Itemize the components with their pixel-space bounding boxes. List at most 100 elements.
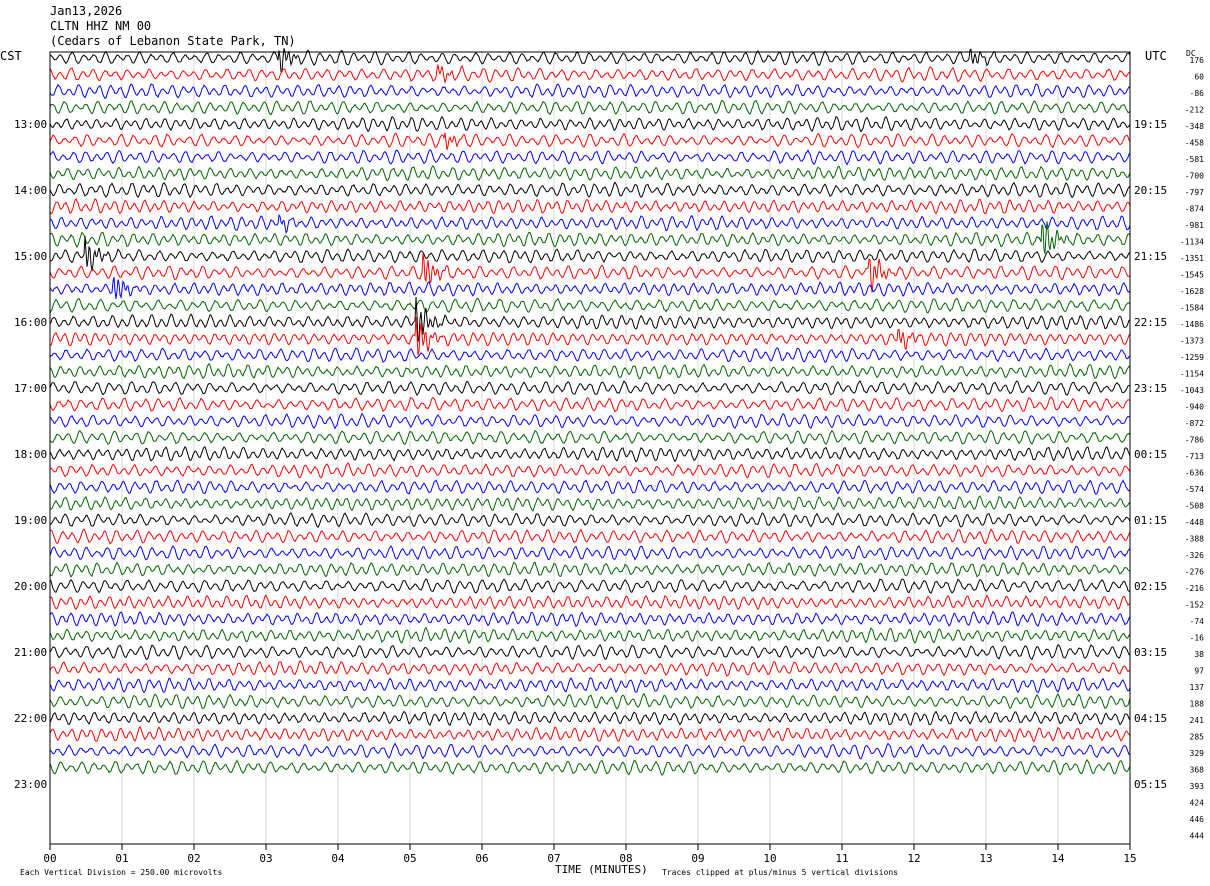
x-tick-label: 02: [187, 852, 200, 865]
dc-offset-label: 60: [1194, 73, 1204, 82]
seismic-trace-7: [49, 164, 1131, 182]
dc-offset-label: -581: [1185, 155, 1204, 164]
right-hour-label: 22:15: [1134, 316, 1167, 329]
seismic-trace-18: [49, 347, 1131, 363]
x-tick-label: 15: [1123, 852, 1136, 865]
dc-offset-label: 444: [1190, 832, 1205, 841]
x-tick-label: 06: [475, 852, 488, 865]
date-title: Jan13,2026: [50, 4, 122, 18]
left-hour-label: 15:00: [14, 250, 47, 263]
seismic-trace-19: [49, 362, 1131, 380]
x-tick-label: 00: [43, 852, 56, 865]
location-title: (Cedars of Lebanon State Park, TN): [50, 34, 296, 48]
left-hour-label: 18:00: [14, 448, 47, 461]
dc-offset-label: 393: [1190, 782, 1205, 791]
seismic-trace-39: [49, 692, 1131, 710]
dc-offset-label: 285: [1190, 733, 1205, 742]
seismic-trace-42: [49, 742, 1131, 760]
seismic-trace-36: [49, 644, 1131, 661]
seismic-trace-29: [49, 528, 1131, 545]
left-timezone-label: CST: [0, 49, 22, 63]
seismic-trace-3: [49, 99, 1131, 116]
station-title: CLTN HHZ NM 00: [50, 19, 151, 33]
dc-offset-label: -1154: [1180, 370, 1204, 379]
seismic-trace-34: [49, 610, 1131, 628]
dc-offset-label: -1373: [1180, 337, 1204, 346]
dc-offset-label: -981: [1185, 221, 1204, 230]
seismic-trace-6: [49, 149, 1131, 166]
right-hour-label: 04:15: [1134, 712, 1167, 725]
dc-offset-label: -874: [1185, 205, 1204, 214]
dc-offset-label: -348: [1185, 122, 1204, 131]
dc-offset-label: 137: [1190, 683, 1205, 692]
dc-offset-label: -636: [1185, 469, 1204, 478]
left-hour-label: 17:00: [14, 382, 47, 395]
left-hour-label: 16:00: [14, 316, 47, 329]
dc-offset-label: -1486: [1180, 320, 1204, 329]
dc-offset-heading: DC: [1186, 49, 1196, 58]
seismic-trace-43: [49, 759, 1131, 777]
seismic-trace-20: [49, 379, 1131, 397]
seismic-traces: [49, 48, 1131, 777]
dc-offset-label: -458: [1185, 139, 1204, 148]
seismic-trace-0: [49, 48, 1131, 73]
dc-offset-label: -700: [1185, 172, 1204, 181]
plot-frame: [49, 51, 1131, 845]
x-axis-title: TIME (MINUTES): [555, 863, 648, 876]
left-hour-label: 22:00: [14, 712, 47, 725]
x-tick-label: 08: [619, 852, 632, 865]
dc-offset-label: 38: [1194, 650, 1204, 659]
seismic-trace-38: [49, 677, 1131, 694]
seismic-trace-37: [49, 660, 1131, 677]
dc-offset-label: -1043: [1180, 386, 1204, 395]
x-axis-ticks: 00 01 02 03 04 05 06 07 08 09 10 11 12 13 14 15: [43, 844, 1137, 865]
dc-offset-label: -1351: [1180, 254, 1204, 263]
seismic-trace-4: [49, 115, 1131, 133]
right-timezone-label: UTC: [1145, 49, 1167, 63]
seismic-trace-41: [49, 725, 1131, 743]
seismic-trace-12: [49, 236, 1131, 272]
minute-gridlines: [121, 52, 1059, 844]
dc-offset-label: -797: [1185, 188, 1204, 197]
left-hour-labels: 13:00 14:00 15:00 16:00 17:00 18:00 19:00 20:00…: [14, 118, 47, 791]
dc-offset-label: 446: [1190, 815, 1205, 824]
x-tick-label: 14: [1051, 852, 1065, 865]
seismic-trace-8: [49, 181, 1131, 199]
seismic-trace-13: [49, 253, 1131, 293]
dc-offset-label: -872: [1185, 419, 1204, 428]
x-tick-label: 11: [835, 852, 848, 865]
dc-offset-label: -152: [1185, 601, 1204, 610]
dc-offset-label: 241: [1190, 716, 1205, 725]
left-hour-label: 20:00: [14, 580, 47, 593]
seismic-trace-27: [49, 495, 1131, 512]
x-tick-label: 05: [403, 852, 416, 865]
dc-offset-label: -16: [1190, 634, 1205, 643]
seismic-trace-24: [49, 445, 1131, 463]
left-hour-label: 19:00: [14, 514, 47, 527]
seismic-trace-10: [49, 213, 1131, 234]
seismic-trace-32: [49, 578, 1131, 594]
dc-offset-label: -508: [1185, 502, 1204, 511]
dc-offset-label: 176: [1190, 56, 1205, 65]
clip-note: Traces clipped at plus/minus 5 vertical …: [662, 868, 898, 877]
seismic-trace-31: [49, 561, 1131, 578]
dc-offset-label: -216: [1185, 584, 1204, 593]
right-hour-label: 03:15: [1134, 646, 1167, 659]
dc-offset-label: 424: [1190, 799, 1205, 808]
seismic-trace-17: [49, 316, 1131, 356]
dc-offset-label: -1545: [1180, 271, 1204, 280]
left-hour-label: 21:00: [14, 646, 47, 659]
seismic-trace-1: [49, 64, 1131, 85]
scale-note: Each Vertical Division = 250.00 microvol…: [20, 868, 222, 877]
dc-offset-label: 97: [1194, 667, 1204, 676]
seismic-trace-26: [49, 479, 1131, 495]
x-tick-label: 07: [547, 852, 560, 865]
dc-offset-label: -448: [1185, 518, 1204, 527]
dc-offset-label: -574: [1185, 485, 1204, 494]
right-hour-label: 01:15: [1134, 514, 1167, 527]
right-hour-label: 20:15: [1134, 184, 1167, 197]
x-tick-label: 13: [979, 852, 992, 865]
dc-offset-label: -86: [1190, 89, 1205, 98]
x-tick-label: 03: [259, 852, 272, 865]
